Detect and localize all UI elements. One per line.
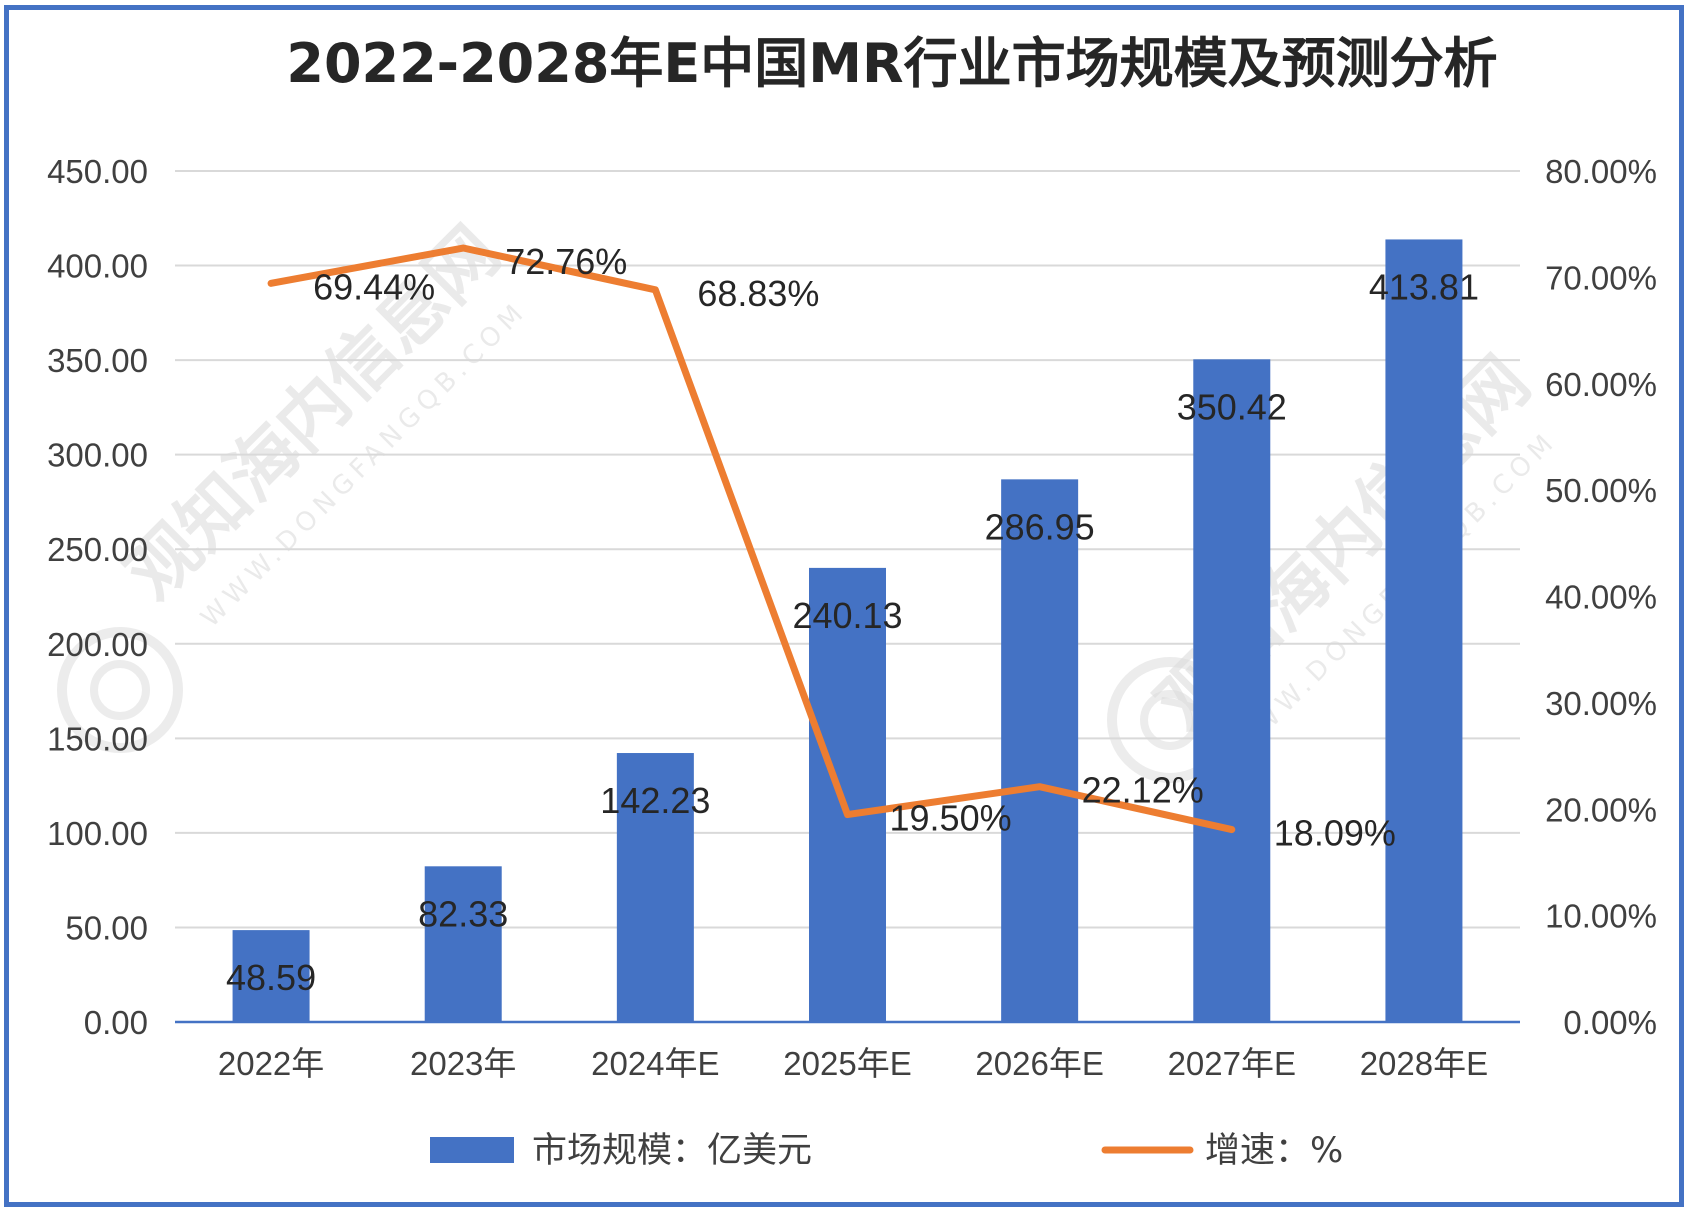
bar-data-label: 350.42 — [1177, 386, 1287, 427]
x-tick-label: 2028年E — [1360, 1045, 1488, 1082]
y-left-tick-label: 350.00 — [47, 342, 148, 379]
bar — [232, 930, 310, 1022]
y-right-tick-label: 0.00% — [1563, 1004, 1657, 1041]
legend: 市场规模：亿美元 增速：% — [430, 1131, 1343, 1171]
y-left-tick-label: 250.00 — [47, 531, 148, 568]
line-data-label: 22.12% — [1082, 770, 1204, 811]
y-left-tick-label: 150.00 — [47, 720, 148, 757]
line-point — [1038, 785, 1041, 788]
x-axis: 2022年 2023年 2024年E 2025年E 2026年E 2027年E 2028年E — [175, 1020, 1520, 1082]
y-axis-right: 0.00% 10.00% 20.00% 30.00% 40.00% 50.00% 60.00… — [1545, 153, 1657, 1041]
line-point — [654, 288, 657, 291]
line-point — [270, 282, 273, 285]
line-series — [267, 244, 1236, 834]
legend-bar-swatch — [430, 1137, 514, 1163]
watermark-logo-inner-icon — [90, 660, 150, 720]
bar — [809, 567, 886, 1022]
bar — [1193, 359, 1271, 1022]
bar — [424, 866, 502, 1022]
line-data-label: 18.09% — [1274, 813, 1396, 854]
y-left-tick-label: 400.00 — [47, 248, 148, 285]
bar-data-label: 82.33 — [418, 893, 508, 934]
y-left-tick-label: 200.00 — [47, 626, 148, 663]
y-right-tick-label: 50.00% — [1545, 472, 1657, 509]
y-axis-left: 0.00 50.00 100.00 150.00 200.00 250.00 300.00 3… — [47, 153, 148, 1041]
bar-data-label: 413.81 — [1369, 266, 1479, 307]
bar-data-label: 48.59 — [226, 957, 316, 998]
bar — [616, 753, 694, 1022]
bar-data-labels: 48.59 82.33 142.23 240.13 286.95 350.42 413.81 — [226, 266, 1479, 998]
growth-line — [267, 244, 1236, 834]
x-tick-label: 2026年E — [975, 1045, 1103, 1082]
y-right-tick-label: 30.00% — [1545, 685, 1657, 722]
y-right-tick-label: 20.00% — [1545, 791, 1657, 828]
x-tick-label: 2027年E — [1168, 1045, 1296, 1082]
y-right-tick-label: 60.00% — [1545, 366, 1657, 403]
y-left-tick-label: 100.00 — [47, 815, 148, 852]
bar — [1001, 479, 1079, 1022]
chart-title: 2022-2028年E中国MR行业市场规模及预测分析 — [286, 32, 1497, 95]
bar-data-label: 286.95 — [985, 506, 1095, 547]
x-tick-label: 2023年 — [410, 1045, 516, 1082]
line-point — [462, 247, 465, 250]
bar-series — [232, 239, 1463, 1022]
y-right-tick-label: 70.00% — [1545, 259, 1657, 296]
bar-data-label: 142.23 — [600, 780, 710, 821]
bar-data-label: 240.13 — [792, 595, 902, 636]
y-right-tick-label: 80.00% — [1545, 153, 1657, 190]
line-data-label: 19.50% — [890, 798, 1012, 839]
legend-bar-label: 市场规模：亿美元 — [532, 1131, 812, 1171]
x-tick-label: 2024年E — [591, 1045, 719, 1082]
y-left-tick-label: 50.00 — [65, 909, 148, 946]
watermark-logo-icon — [57, 627, 183, 753]
line-data-label: 69.44% — [313, 266, 435, 307]
legend-line-label: 增速：% — [1205, 1131, 1343, 1171]
y-left-tick-label: 300.00 — [47, 437, 148, 474]
y-right-tick-label: 40.00% — [1545, 579, 1657, 616]
bar — [1385, 239, 1463, 1022]
line-data-label: 72.76% — [505, 241, 627, 282]
y-right-tick-label: 10.00% — [1545, 898, 1657, 935]
y-left-tick-label: 450.00 — [47, 153, 148, 190]
line-data-label: 68.83% — [697, 273, 819, 314]
x-tick-label: 2022年 — [218, 1045, 324, 1082]
line-point — [1230, 828, 1233, 831]
x-tick-label: 2025年E — [783, 1045, 911, 1082]
line-data-labels: 69.44% 72.76% 68.83% 19.50% 22.12% 18.09% — [313, 241, 1396, 854]
line-point — [846, 813, 849, 816]
y-left-tick-label: 0.00 — [84, 1004, 148, 1041]
